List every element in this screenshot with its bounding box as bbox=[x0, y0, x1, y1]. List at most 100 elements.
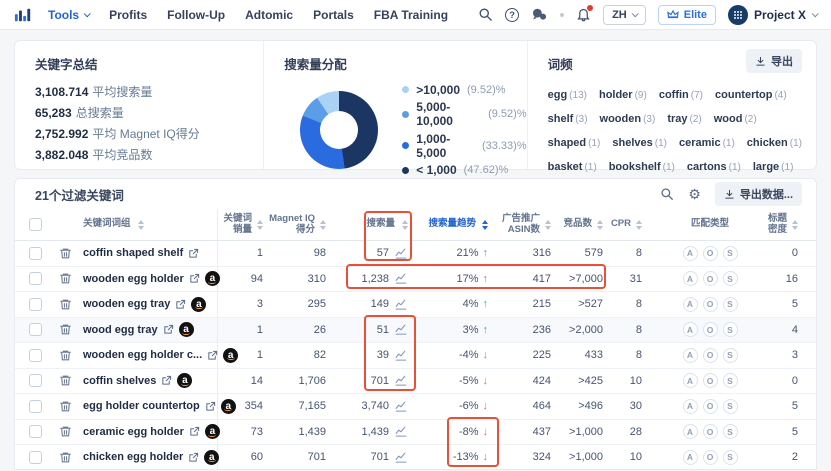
table-search-icon[interactable] bbox=[660, 187, 674, 201]
trash-icon[interactable] bbox=[59, 247, 72, 260]
match-type-badge-a[interactable]: A bbox=[682, 424, 698, 440]
amazon-badge-icon[interactable]: a bbox=[178, 322, 194, 338]
row-checkbox[interactable] bbox=[29, 348, 42, 362]
trash-icon[interactable] bbox=[59, 323, 72, 336]
trash-icon[interactable] bbox=[59, 272, 72, 285]
row-checkbox[interactable] bbox=[29, 272, 42, 286]
select-all-checkbox[interactable] bbox=[29, 218, 42, 231]
match-type-badge-a[interactable]: A bbox=[682, 449, 698, 465]
line-chart-icon[interactable] bbox=[394, 425, 408, 438]
match-type-badge-a[interactable]: A bbox=[682, 347, 698, 363]
match-type-badge-a[interactable]: A bbox=[682, 398, 698, 414]
trash-icon[interactable] bbox=[59, 374, 72, 387]
nav-item-tools[interactable]: Tools bbox=[48, 8, 91, 22]
match-type-badge-o[interactable]: O bbox=[702, 245, 718, 261]
match-type-badge-a[interactable]: A bbox=[682, 271, 698, 287]
row-checkbox[interactable] bbox=[29, 374, 42, 388]
sort-arrows-icon[interactable] bbox=[137, 219, 144, 230]
trash-icon[interactable] bbox=[59, 451, 72, 464]
language-selector[interactable]: ZH bbox=[603, 4, 646, 25]
external-link-icon[interactable] bbox=[163, 324, 174, 335]
bell-icon[interactable] bbox=[576, 5, 594, 22]
row-checkbox[interactable] bbox=[29, 246, 42, 260]
nav-item-follow-up[interactable]: Follow-Up bbox=[167, 8, 225, 22]
trash-icon[interactable] bbox=[59, 298, 72, 311]
line-chart-icon[interactable] bbox=[394, 298, 408, 311]
trash-icon[interactable] bbox=[59, 349, 72, 362]
match-type-badge-s[interactable]: S bbox=[722, 424, 738, 440]
sort-arrows-icon[interactable] bbox=[320, 219, 326, 230]
amazon-badge-icon[interactable]: a bbox=[223, 347, 239, 363]
nav-item-fba-training[interactable]: FBA Training bbox=[374, 8, 448, 22]
external-link-icon[interactable] bbox=[189, 273, 200, 284]
line-chart-icon[interactable] bbox=[394, 400, 408, 413]
amazon-badge-icon[interactable]: a bbox=[204, 449, 220, 465]
column-header-2[interactable]: 关键词销量 bbox=[218, 209, 265, 240]
match-type-badge-o[interactable]: O bbox=[702, 373, 718, 389]
match-type-badge-o[interactable]: O bbox=[702, 449, 718, 465]
line-chart-icon[interactable] bbox=[394, 349, 408, 362]
match-type-badge-s[interactable]: S bbox=[722, 398, 738, 414]
match-type-badge-s[interactable]: S bbox=[722, 373, 738, 389]
external-link-icon[interactable] bbox=[205, 401, 216, 412]
match-type-badge-o[interactable]: O bbox=[702, 296, 718, 312]
row-checkbox[interactable] bbox=[29, 323, 42, 337]
nav-item-portals[interactable]: Portals bbox=[313, 8, 354, 22]
match-type-badge-o[interactable]: O bbox=[702, 347, 718, 363]
gear-icon[interactable]: ⚙ bbox=[688, 186, 701, 202]
sort-arrows-icon[interactable] bbox=[257, 219, 263, 230]
amazon-badge-icon[interactable]: a bbox=[191, 296, 207, 312]
match-type-badge-s[interactable]: S bbox=[722, 271, 738, 287]
line-chart-icon[interactable] bbox=[394, 323, 408, 336]
match-type-badge-o[interactable]: O bbox=[702, 398, 718, 414]
match-type-badge-s[interactable]: S bbox=[722, 322, 738, 338]
match-type-badge-o[interactable]: O bbox=[702, 424, 718, 440]
account-menu[interactable]: Project X bbox=[727, 4, 819, 25]
column-header-1[interactable]: 关键词词组 bbox=[79, 209, 218, 240]
match-type-badge-s[interactable]: S bbox=[722, 245, 738, 261]
row-checkbox[interactable] bbox=[29, 425, 42, 439]
column-header-5[interactable]: 搜索量趋势 bbox=[415, 209, 495, 240]
line-chart-icon[interactable] bbox=[394, 451, 408, 464]
column-header-10[interactable]: 标题密度 bbox=[760, 209, 816, 240]
external-link-icon[interactable] bbox=[189, 426, 200, 437]
trash-icon[interactable] bbox=[59, 425, 72, 438]
external-link-icon[interactable] bbox=[188, 248, 199, 259]
sort-arrows-icon[interactable] bbox=[545, 219, 551, 230]
word-freq-export-button[interactable]: 导出 bbox=[746, 49, 802, 73]
external-link-icon[interactable] bbox=[188, 452, 199, 463]
chat-icon[interactable] bbox=[531, 7, 548, 22]
external-link-icon[interactable] bbox=[207, 350, 218, 361]
column-header-4[interactable]: 搜索量 bbox=[330, 209, 415, 240]
sort-arrows-icon[interactable] bbox=[636, 219, 642, 230]
amazon-badge-icon[interactable]: a bbox=[177, 373, 193, 389]
match-type-badge-s[interactable]: S bbox=[722, 296, 738, 312]
match-type-badge-o[interactable]: O bbox=[702, 322, 718, 338]
row-checkbox[interactable] bbox=[29, 399, 42, 413]
match-type-badge-s[interactable]: S bbox=[722, 347, 738, 363]
match-type-badge-s[interactable]: S bbox=[722, 449, 738, 465]
sort-arrows-icon[interactable] bbox=[597, 219, 603, 230]
trash-icon[interactable] bbox=[59, 400, 72, 413]
column-header-3[interactable]: Magnet IQ 得分 bbox=[265, 209, 330, 240]
sort-arrows-icon[interactable] bbox=[792, 219, 798, 230]
match-type-badge-a[interactable]: A bbox=[682, 322, 698, 338]
nav-item-adtomic[interactable]: Adtomic bbox=[245, 8, 293, 22]
match-type-badge-o[interactable]: O bbox=[702, 271, 718, 287]
external-link-icon[interactable] bbox=[161, 375, 172, 386]
nav-item-profits[interactable]: Profits bbox=[109, 8, 147, 22]
plan-badge[interactable]: Elite bbox=[657, 4, 716, 25]
line-chart-icon[interactable] bbox=[394, 374, 408, 387]
column-header-8[interactable]: CPR bbox=[611, 209, 660, 240]
help-icon[interactable]: ? bbox=[505, 7, 520, 22]
match-type-badge-a[interactable]: A bbox=[682, 373, 698, 389]
row-checkbox[interactable] bbox=[29, 297, 42, 311]
match-type-badge-a[interactable]: A bbox=[682, 245, 698, 261]
sort-arrows-icon[interactable] bbox=[402, 219, 408, 230]
helium10-logo-icon[interactable] bbox=[14, 6, 32, 24]
table-export-button[interactable]: 导出数据... bbox=[714, 182, 802, 206]
sort-arrows-icon[interactable] bbox=[482, 219, 488, 230]
amazon-badge-icon[interactable]: a bbox=[220, 398, 236, 414]
column-header-6[interactable]: 广告推广ASIN数 bbox=[495, 209, 555, 240]
external-link-icon[interactable] bbox=[175, 299, 186, 310]
